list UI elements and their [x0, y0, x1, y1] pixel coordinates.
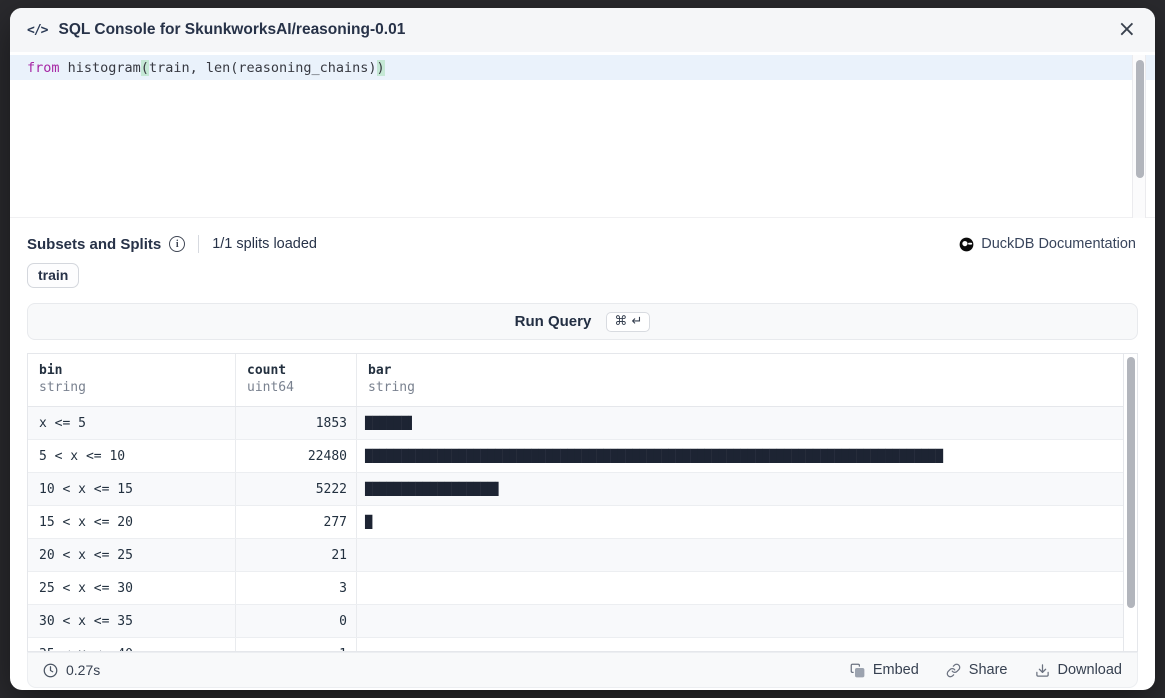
- query-duration: 0.27s: [43, 662, 100, 678]
- duckdb-icon: [959, 237, 974, 251]
- clock-icon: [43, 663, 58, 677]
- table-row: 10 < x <= 15 5222 ██████████████████▌: [28, 473, 1137, 506]
- bar-cell: █: [365, 515, 373, 529]
- bar-cell: ████████████████████████████████████████…: [365, 449, 943, 463]
- modal-header: </> SQL Console for SkunkworksAI/reasoni…: [10, 8, 1155, 52]
- bar-cell: [357, 539, 1137, 571]
- run-query-label: Run Query: [514, 313, 592, 330]
- column-name: bin: [39, 363, 63, 378]
- column-type: string: [368, 380, 415, 395]
- results-table: bin string count uint64 bar string x <= …: [27, 353, 1138, 652]
- column-type: string: [39, 380, 86, 395]
- bin-cell: 35 < x <= 40: [28, 638, 236, 651]
- embed-icon: [850, 663, 865, 677]
- column-header-count[interactable]: count uint64: [236, 354, 357, 406]
- bin-cell: 10 < x <= 15: [28, 473, 236, 505]
- splits-chip-row: train: [10, 253, 1155, 288]
- sql-open-paren: (: [140, 59, 149, 76]
- column-header-bin[interactable]: bin string: [28, 354, 236, 406]
- table-row: 15 < x <= 20 277 █: [28, 506, 1137, 539]
- table-row: 25 < x <= 30 3: [28, 572, 1137, 605]
- modal-title: SQL Console for SkunkworksAI/reasoning-0…: [58, 21, 406, 38]
- close-icon[interactable]: ×: [1117, 17, 1136, 42]
- info-icon[interactable]: i: [169, 236, 186, 252]
- splits-loaded-text: 1/1 splits loaded: [212, 236, 317, 252]
- column-name: bar: [368, 363, 392, 378]
- download-label: Download: [1057, 662, 1123, 678]
- footer-bar: 0.27s Embed Share: [27, 652, 1138, 688]
- run-query-button[interactable]: Run Query ⌘ ↵: [27, 303, 1138, 340]
- count-cell: 0: [236, 605, 357, 637]
- table-row: 35 < x <= 40 1: [28, 638, 1137, 651]
- bar-cell: ██████▌: [365, 416, 416, 430]
- sql-function: histogram: [59, 59, 141, 76]
- bin-cell: 25 < x <= 30: [28, 572, 236, 604]
- count-cell: 1853: [236, 407, 357, 439]
- share-link-icon: [946, 663, 961, 677]
- bar-cell: ██████████████████▌: [365, 482, 503, 496]
- editor-scrollbar[interactable]: [1132, 55, 1146, 218]
- editor-scrollbar-thumb[interactable]: [1136, 60, 1144, 178]
- split-chip-train[interactable]: train: [27, 263, 80, 288]
- bin-cell: 5 < x <= 10: [28, 440, 236, 472]
- table-scrollbar-thumb[interactable]: [1127, 357, 1135, 608]
- table-scrollbar[interactable]: [1123, 354, 1137, 651]
- table-row: 30 < x <= 35 0: [28, 605, 1137, 638]
- table-header-row: bin string count uint64 bar string: [28, 354, 1137, 407]
- embed-button[interactable]: Embed: [850, 662, 919, 678]
- count-cell: 21: [236, 539, 357, 571]
- bar-cell: [357, 572, 1137, 604]
- share-button[interactable]: Share: [946, 662, 1008, 678]
- count-cell: 5222: [236, 473, 357, 505]
- sql-editor[interactable]: from histogram(train, len(reasoning_chai…: [10, 55, 1155, 218]
- duckdb-documentation-link[interactable]: DuckDB Documentation: [959, 236, 1136, 252]
- sql-close-paren: ): [376, 59, 385, 76]
- download-button[interactable]: Download: [1035, 662, 1123, 678]
- share-label: Share: [968, 662, 1008, 678]
- bin-cell: 15 < x <= 20: [28, 506, 236, 538]
- count-cell: 1: [236, 638, 357, 651]
- subsets-title: Subsets and Splits: [27, 235, 162, 253]
- column-type: uint64: [247, 380, 294, 395]
- query-duration-text: 0.27s: [66, 662, 101, 678]
- column-header-bar[interactable]: bar string: [357, 354, 1137, 406]
- count-cell: 22480: [236, 440, 357, 472]
- divider: [198, 235, 200, 253]
- download-icon: [1035, 663, 1049, 677]
- count-cell: 3: [236, 572, 357, 604]
- bin-cell: x <= 5: [28, 407, 236, 439]
- duckdb-documentation-label: DuckDB Documentation: [981, 236, 1136, 252]
- subsets-row: Subsets and Splits i 1/1 splits loaded D…: [10, 218, 1155, 253]
- table-row: x <= 5 1853 ██████▌: [28, 407, 1137, 440]
- sql-keyword: from: [27, 59, 60, 76]
- table-row: 5 < x <= 10 22480 ██████████████████████…: [28, 440, 1137, 473]
- sql-console-modal: </> SQL Console for SkunkworksAI/reasoni…: [10, 8, 1155, 690]
- count-cell: 277: [236, 506, 357, 538]
- bar-cell: [357, 605, 1137, 637]
- table-row: 20 < x <= 25 21: [28, 539, 1137, 572]
- sql-query-line[interactable]: from histogram(train, len(reasoning_chai…: [10, 55, 1155, 80]
- code-icon: </>: [27, 22, 49, 38]
- embed-label: Embed: [872, 662, 919, 678]
- bar-cell: [357, 638, 1137, 651]
- sql-args: train, len(reasoning_chains): [148, 59, 377, 76]
- footer-actions: Embed Share Download: [850, 662, 1122, 678]
- bin-cell: 20 < x <= 25: [28, 539, 236, 571]
- bin-cell: 30 < x <= 35: [28, 605, 236, 637]
- keyboard-shortcut-badge: ⌘ ↵: [606, 311, 651, 332]
- column-name: count: [247, 363, 287, 378]
